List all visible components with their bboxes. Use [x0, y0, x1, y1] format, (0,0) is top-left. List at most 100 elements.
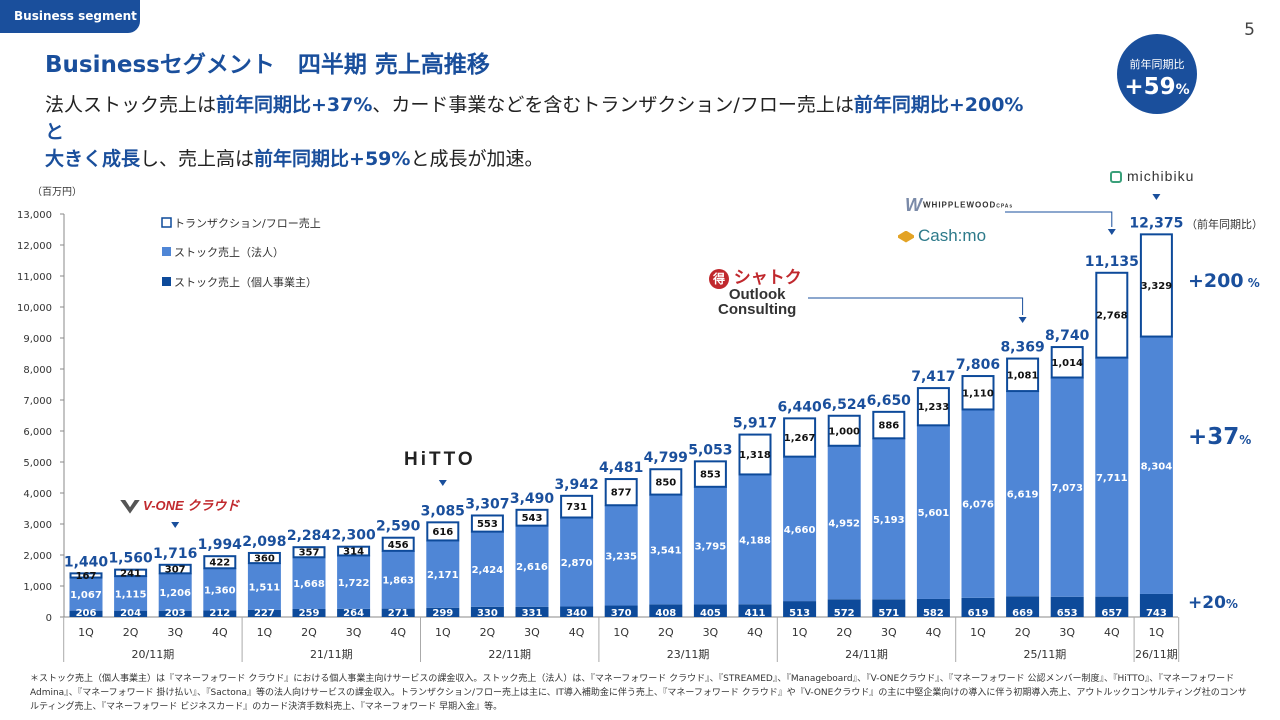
data-label-transaction-flow: 853 — [700, 470, 721, 481]
y-tick-label: 4,000 — [23, 489, 52, 500]
x-tick-label: 3Q — [524, 626, 540, 639]
bar-transaction-flow — [1139, 233, 1173, 338]
bar-transaction-flow — [470, 514, 504, 533]
bar-stock-corporate — [292, 557, 326, 609]
x-tick-label: 2Q — [123, 626, 139, 639]
cashmo-logo: Cash:mo — [898, 226, 986, 246]
bar-stock-individual — [693, 604, 727, 617]
data-label-total: 11,135 — [1085, 254, 1139, 270]
bar-stock-corporate — [1006, 391, 1040, 597]
bar-stock-individual — [337, 608, 371, 617]
bar-transaction-flow — [872, 410, 906, 440]
data-label-total: 2,098 — [242, 534, 286, 550]
bar-stock-corporate — [872, 438, 906, 600]
data-label-stock-corporate: 6,076 — [962, 500, 994, 511]
bar-transaction-flow — [560, 494, 594, 519]
connector-outlook — [808, 297, 1024, 315]
data-label-stock-individual: 271 — [388, 608, 409, 619]
bar-stock-corporate — [1050, 377, 1084, 597]
y-tick-label: 6,000 — [23, 427, 52, 438]
x-tick-label: 4Q — [1104, 626, 1120, 639]
legend-swatch — [161, 217, 172, 228]
bar-transaction-flow — [1050, 346, 1084, 379]
data-label-total: 3,307 — [465, 496, 509, 512]
data-label-stock-corporate: 5,193 — [873, 515, 905, 526]
page-title: Businessセグメント 四半期 売上高推移 — [45, 52, 490, 78]
bar-stock-corporate — [337, 555, 371, 609]
y-tick-label: 3,000 — [23, 520, 52, 531]
data-label-stock-corporate: 1,668 — [293, 579, 325, 590]
x-tick-label: 3Q — [167, 626, 183, 639]
bar-transaction-flow — [1006, 357, 1040, 393]
bar-transaction-flow — [426, 521, 460, 542]
data-label-transaction-flow: 1,233 — [918, 402, 950, 413]
data-label-stock-individual: 657 — [1101, 608, 1122, 619]
bar-stock-individual — [158, 610, 192, 617]
data-label-stock-corporate: 1,360 — [204, 585, 236, 596]
period-label: 20/11期 — [132, 648, 175, 661]
shatoku-logo: 得 シャトク — [709, 263, 802, 289]
bar-transaction-flow — [114, 568, 148, 578]
bar-transaction-flow — [649, 468, 683, 496]
subtitle-line-1: 法人ストック売上は前年同期比+37%、カード事業などを含むトランザクション/フロ… — [45, 92, 1035, 146]
data-label-stock-corporate: 1,863 — [382, 576, 414, 587]
data-label-total: 6,650 — [867, 393, 912, 409]
y-tick-label: 8,000 — [23, 365, 52, 376]
bar-stock-corporate — [560, 517, 594, 607]
vone-logo: V-ONE クラウド — [120, 495, 239, 514]
data-label-transaction-flow: 1,318 — [739, 450, 771, 461]
data-label-stock-corporate: 4,952 — [828, 519, 860, 530]
subtitle-highlight: 前年同期比+37% — [216, 94, 373, 116]
data-label-transaction-flow: 731 — [566, 502, 587, 513]
data-label-stock-individual: 669 — [1012, 608, 1033, 619]
marker-hitto — [438, 480, 447, 486]
bar-stock-individual — [1139, 593, 1173, 617]
data-label-transaction-flow: 1,081 — [1007, 370, 1039, 381]
legend-swatch — [162, 277, 171, 286]
subtitle-line-2: 大きく成長し、売上高は前年同期比+59%と成長が加速。 — [45, 146, 1035, 173]
y-tick-label: 2,000 — [23, 551, 52, 562]
yoy-badge: 前年同期比 +59% — [1117, 34, 1197, 114]
legend-label: トランザクション/フロー売上 — [174, 217, 321, 230]
marker-michibiku — [1152, 194, 1161, 200]
data-label-total: 1,994 — [198, 537, 243, 553]
bar-stock-corporate — [604, 505, 638, 606]
bar-stock-individual — [961, 597, 995, 617]
bar-stock-individual — [604, 605, 638, 617]
bar-stock-corporate — [916, 425, 950, 599]
data-label-stock-corporate: 6,619 — [1007, 490, 1039, 501]
growth-title: （前年同期比） — [1186, 217, 1263, 231]
x-tick-label: 1Q — [613, 626, 629, 639]
data-label-transaction-flow: 422 — [209, 558, 230, 569]
bar-stock-corporate — [515, 525, 549, 607]
x-tick-label: 4Q — [390, 626, 406, 639]
bar-stock-corporate — [470, 531, 504, 607]
data-label-stock-individual: 370 — [611, 608, 632, 619]
data-label-transaction-flow: 167 — [76, 571, 97, 582]
data-label-stock-corporate: 2,171 — [427, 570, 459, 581]
data-label-total: 6,524 — [822, 397, 867, 413]
data-label-stock-individual: 408 — [655, 608, 676, 619]
data-label-total: 2,284 — [287, 528, 332, 544]
data-label-stock-corporate: 1,511 — [249, 583, 281, 594]
data-label-stock-individual: 299 — [432, 608, 453, 619]
data-label-stock-corporate: 1,115 — [115, 589, 147, 600]
data-label-stock-individual: 653 — [1057, 608, 1078, 619]
bar-transaction-flow — [783, 417, 817, 458]
data-label-transaction-flow: 1,267 — [784, 433, 816, 444]
marker-outlook — [1018, 317, 1027, 323]
data-label-transaction-flow: 314 — [343, 547, 364, 558]
data-label-transaction-flow: 2,768 — [1096, 311, 1128, 322]
subtitle-highlight: 前年同期比+200%と — [45, 94, 1024, 143]
data-label-stock-individual: 405 — [700, 608, 721, 619]
whipplewood-logo: WWHIPPLEWOODCPAs — [905, 195, 1014, 215]
data-label-total: 2,300 — [331, 528, 376, 544]
data-label-stock-corporate: 7,073 — [1051, 483, 1083, 494]
x-tick-label: 1Q — [435, 626, 451, 639]
x-tick-label: 3Q — [703, 626, 719, 639]
period-label: 25/11期 — [1024, 648, 1067, 661]
section-tag: Business segment — [0, 0, 140, 33]
data-label-total: 4,481 — [599, 460, 643, 476]
bar-stock-individual — [203, 610, 237, 617]
marker-whipplewood — [1107, 229, 1116, 235]
